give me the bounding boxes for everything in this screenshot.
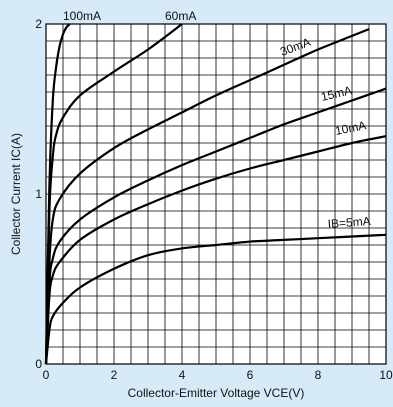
x-tick-labels: 0 2 4 6 8 10 — [43, 368, 393, 382]
curve-ib-5ma — [44, 233, 387, 365]
curve-30ma — [44, 28, 370, 365]
x-tick-label: 2 — [111, 368, 118, 382]
x-tick-label: 0 — [43, 368, 50, 382]
curve-label-60ma: 60mA — [165, 9, 196, 23]
x-axis-label: Collector-Emitter Voltage VCE(V) — [128, 386, 305, 400]
curve-10ma — [44, 135, 387, 365]
curve-label-10ma: 10mA — [334, 118, 367, 138]
x-tick-label: 10 — [379, 368, 393, 382]
curve-15ma — [44, 87, 387, 365]
y-tick-label: 0 — [35, 357, 42, 371]
x-tick-label: 4 — [179, 368, 186, 382]
plot-frame — [45, 23, 387, 365]
curves — [44, 23, 387, 365]
y-tick-labels: 0 1 2 — [35, 17, 42, 371]
x-tick-label: 6 — [247, 368, 254, 382]
grid — [46, 24, 386, 364]
curve-60ma — [44, 23, 183, 365]
curve-label-ib-5ma: IB=5mA — [327, 214, 371, 231]
x-tick-label: 8 — [315, 368, 322, 382]
curve-label-100ma: 100mA — [63, 9, 101, 23]
y-axis-label: Collector Current IC(A) — [9, 133, 23, 255]
y-tick-label: 2 — [35, 17, 42, 31]
y-tick-label: 1 — [35, 187, 42, 201]
curve-label-15ma: 15mA — [320, 83, 354, 104]
